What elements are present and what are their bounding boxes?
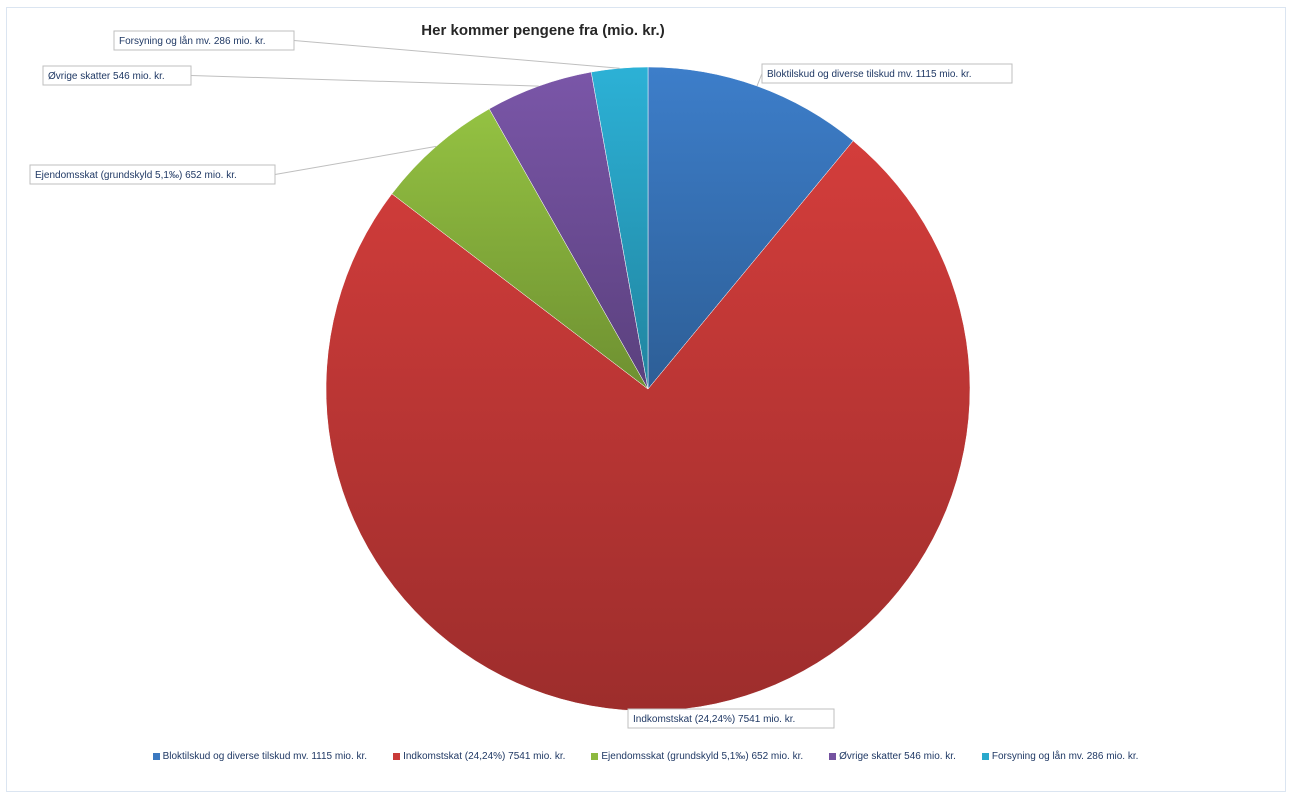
data-label-box-5 (113, 30, 295, 51)
data-label-box-3 (29, 164, 276, 185)
data-label-box-4 (42, 65, 192, 86)
pie-slice-5 (590, 66, 649, 390)
legend-label: Bloktilskud og diverse tilskud mv. 1115 … (162, 750, 368, 762)
data-label-1: Bloktilskud og diverse tilskud mv. 1115 … (767, 69, 972, 80)
legend-label: Indkomstskat (24,24%) 7541 mio. kr. (403, 750, 566, 762)
chart-area (6, 7, 1286, 792)
legend-item-2: Indkomstskat (24,24%) 7541 mio. kr. (393, 751, 565, 762)
pie-slice-1 (647, 66, 854, 390)
chart-title: Her kommer pengene fra (mio. kr.) (421, 22, 664, 39)
leader-line-4 (190, 75, 539, 87)
leader-line-5 (293, 40, 620, 69)
data-label-box-2 (627, 708, 835, 729)
legend-item-3: Ejendomsskat (grundskyld 5,1‰) 652 mio. … (591, 751, 803, 762)
legend-label: Øvrige skatter 546 mio. kr. (839, 750, 956, 762)
legend-item-1: Bloktilskud og diverse tilskud mv. 1115 … (152, 750, 368, 762)
legend-label: Ejendomsskat (grundskyld 5,1‰) 652 mio. … (601, 750, 804, 762)
data-label-2: Indkomstskat (24,24%) 7541 mio. kr. (633, 714, 795, 725)
legend-label: Forsyning og lån mv. 286 mio. kr. (991, 750, 1139, 762)
legend-swatch (981, 752, 989, 760)
legend-item-4: Øvrige skatter 546 mio. kr. (829, 751, 956, 762)
data-label-5: Forsyning og lån mv. 286 mio. kr. (119, 35, 266, 47)
chart-legend: Bloktilskud og diverse tilskud mv. 1115 … (0, 749, 1291, 763)
legend-swatch (393, 752, 401, 760)
leader-line-1 (756, 73, 763, 87)
legend-swatch (591, 752, 599, 760)
legend-swatch (829, 752, 837, 760)
data-label-box-1 (761, 63, 1013, 84)
leader-line-3 (274, 145, 437, 175)
legend-swatch (152, 752, 160, 760)
pie-slice-3 (391, 108, 649, 390)
legend-item-5: Forsyning og lån mv. 286 mio. kr. (981, 750, 1139, 762)
data-label-4: Øvrige skatter 546 mio. kr. (48, 71, 165, 82)
data-label-3: Ejendomsskat (grundskyld 5,1‰) 652 mio. … (35, 170, 237, 181)
